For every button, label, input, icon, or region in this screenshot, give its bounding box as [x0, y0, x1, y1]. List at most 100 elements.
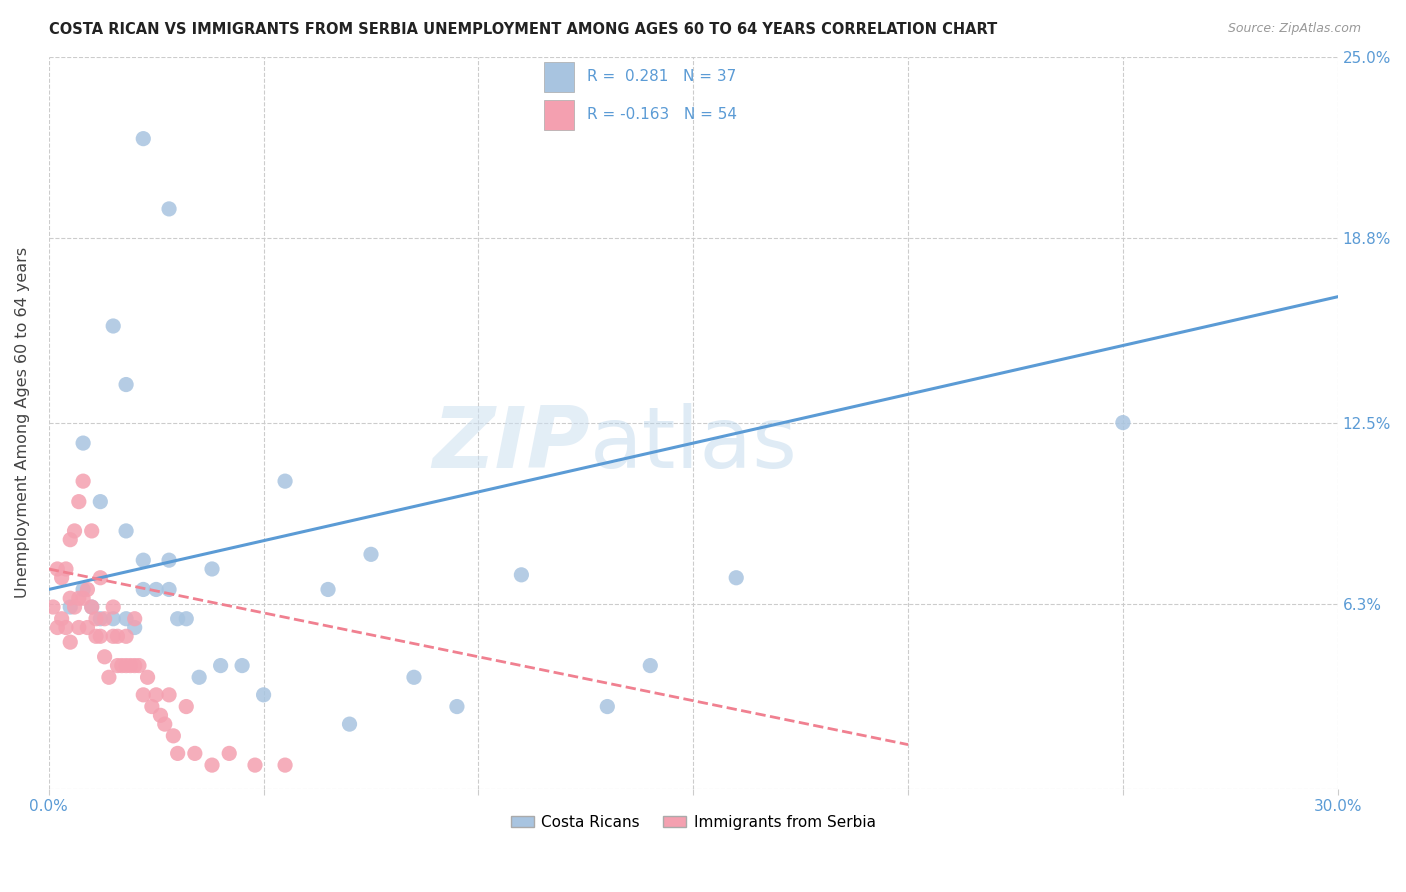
- Y-axis label: Unemployment Among Ages 60 to 64 years: Unemployment Among Ages 60 to 64 years: [15, 247, 30, 599]
- Text: R =  0.281   N = 37: R = 0.281 N = 37: [586, 69, 737, 84]
- Point: [72, 582, 94, 597]
- Point: [132, 553, 155, 567]
- Point: [596, 699, 619, 714]
- Text: Source: ZipAtlas.com: Source: ZipAtlas.com: [1227, 22, 1361, 36]
- Point: [115, 658, 138, 673]
- Point: [89, 494, 111, 508]
- Point: [274, 474, 297, 488]
- Point: [72, 474, 94, 488]
- Point: [103, 629, 125, 643]
- Point: [231, 658, 253, 673]
- Point: [184, 747, 207, 761]
- Point: [132, 688, 155, 702]
- Point: [201, 758, 224, 772]
- Point: [97, 670, 120, 684]
- Point: [153, 717, 176, 731]
- Point: [149, 708, 172, 723]
- Point: [103, 318, 125, 333]
- Point: [59, 591, 82, 606]
- Point: [89, 612, 111, 626]
- Point: [1112, 416, 1135, 430]
- Point: [201, 562, 224, 576]
- Point: [111, 658, 134, 673]
- Point: [124, 658, 146, 673]
- Point: [640, 658, 662, 673]
- Point: [446, 699, 468, 714]
- Point: [360, 547, 382, 561]
- Text: COSTA RICAN VS IMMIGRANTS FROM SERBIA UNEMPLOYMENT AMONG AGES 60 TO 64 YEARS COR: COSTA RICAN VS IMMIGRANTS FROM SERBIA UN…: [49, 22, 997, 37]
- Point: [510, 567, 533, 582]
- Point: [51, 571, 73, 585]
- Point: [93, 612, 115, 626]
- Point: [120, 658, 142, 673]
- Point: [89, 629, 111, 643]
- Point: [46, 620, 69, 634]
- Point: [55, 620, 77, 634]
- Point: [63, 524, 86, 538]
- Point: [162, 729, 184, 743]
- Point: [339, 717, 361, 731]
- Point: [157, 688, 180, 702]
- Point: [93, 649, 115, 664]
- FancyBboxPatch shape: [544, 100, 575, 130]
- Point: [107, 658, 129, 673]
- Point: [76, 582, 98, 597]
- Point: [46, 562, 69, 576]
- Point: [55, 562, 77, 576]
- Point: [166, 747, 188, 761]
- Legend: Costa Ricans, Immigrants from Serbia: Costa Ricans, Immigrants from Serbia: [505, 808, 882, 836]
- Point: [124, 620, 146, 634]
- Point: [141, 699, 163, 714]
- Point: [103, 600, 125, 615]
- Point: [84, 629, 107, 643]
- Point: [157, 582, 180, 597]
- Point: [252, 688, 274, 702]
- Point: [145, 688, 167, 702]
- Point: [115, 377, 138, 392]
- Point: [157, 202, 180, 216]
- Point: [136, 670, 159, 684]
- Point: [80, 600, 103, 615]
- FancyBboxPatch shape: [544, 62, 575, 92]
- Point: [72, 436, 94, 450]
- Point: [209, 658, 232, 673]
- Point: [67, 620, 90, 634]
- Point: [115, 629, 138, 643]
- Point: [274, 758, 297, 772]
- Point: [42, 600, 65, 615]
- Point: [157, 553, 180, 567]
- Point: [115, 612, 138, 626]
- Point: [188, 670, 211, 684]
- Text: atlas: atlas: [591, 403, 799, 486]
- Point: [725, 571, 748, 585]
- Point: [89, 571, 111, 585]
- Point: [124, 612, 146, 626]
- Text: R = -0.163   N = 54: R = -0.163 N = 54: [586, 107, 737, 122]
- Point: [132, 131, 155, 145]
- Point: [80, 524, 103, 538]
- Point: [174, 699, 197, 714]
- Point: [59, 600, 82, 615]
- Point: [145, 582, 167, 597]
- Point: [128, 658, 150, 673]
- Point: [51, 612, 73, 626]
- Point: [107, 629, 129, 643]
- Point: [218, 747, 240, 761]
- Point: [402, 670, 425, 684]
- Text: ZIP: ZIP: [433, 403, 591, 486]
- Point: [67, 494, 90, 508]
- Point: [67, 591, 90, 606]
- Point: [174, 612, 197, 626]
- Point: [115, 524, 138, 538]
- Point: [59, 635, 82, 649]
- Point: [63, 600, 86, 615]
- Point: [59, 533, 82, 547]
- Point: [76, 620, 98, 634]
- Point: [103, 612, 125, 626]
- Point: [166, 612, 188, 626]
- Point: [80, 600, 103, 615]
- Point: [72, 591, 94, 606]
- Point: [84, 612, 107, 626]
- Point: [243, 758, 266, 772]
- Point: [316, 582, 339, 597]
